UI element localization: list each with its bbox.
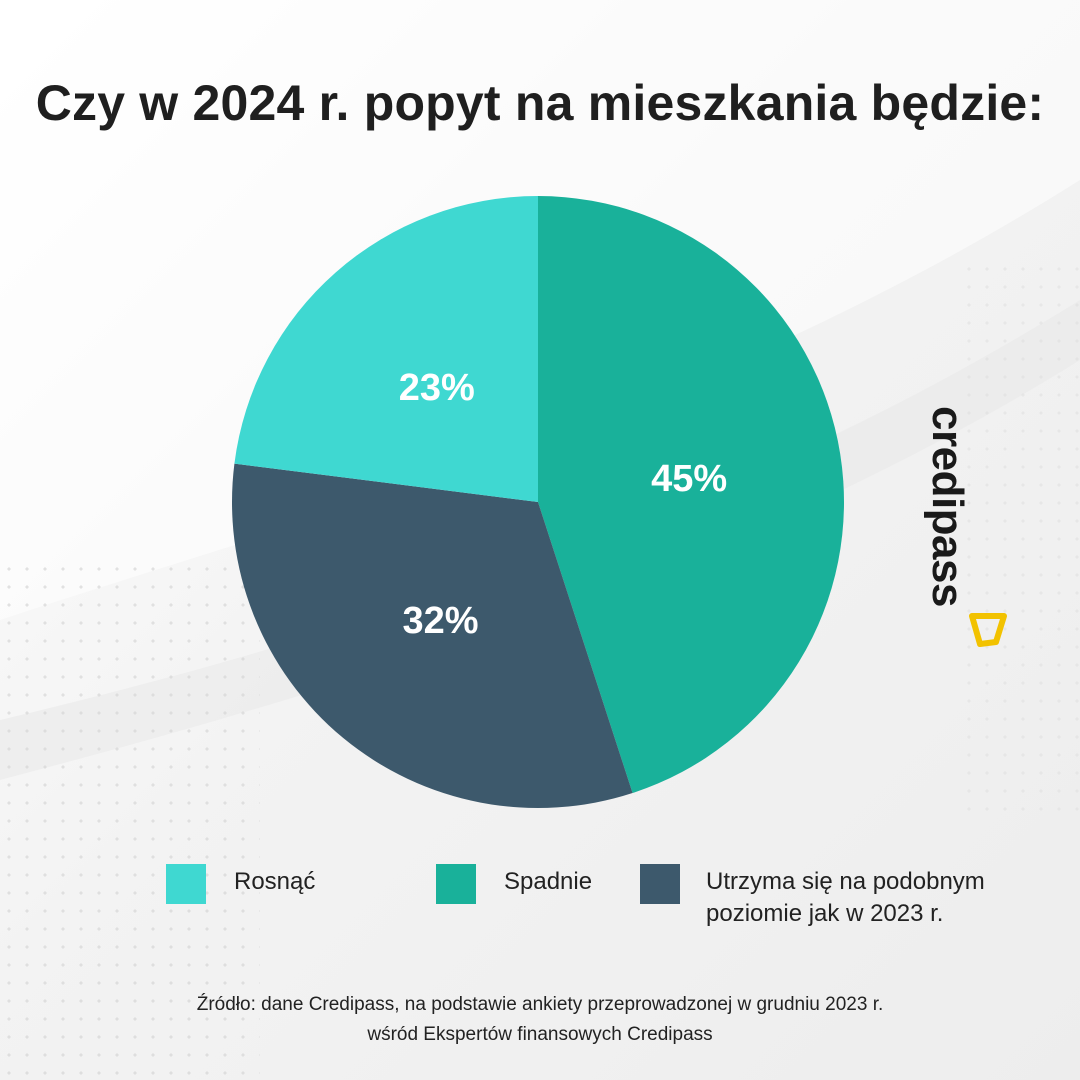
dot-pattern-left	[0, 560, 260, 1080]
legend-label-utrzyma-line1: Utrzyma się na podobnym	[706, 868, 985, 895]
legend-label-spadnie: Spadnie	[504, 868, 593, 895]
legend-item-spadnie: Spadnie	[436, 864, 592, 904]
legend: Rosnąć Spadnie Utrzyma się na podobnym p…	[0, 864, 1080, 954]
chart-title: Czy w 2024 r. popyt na mieszkania będzie…	[35, 75, 1045, 131]
legend-swatch-utrzyma	[640, 864, 680, 904]
slice-spadnie	[538, 196, 844, 794]
legend-swatch-rosnac	[166, 864, 206, 904]
legend-label-utrzyma: Utrzyma się na podobnym poziomie jak w 2…	[706, 866, 985, 930]
source-line-2: wśród Ekspertów finansowych Credipass	[367, 1024, 713, 1045]
slice-label-utrzyma: 32%	[402, 600, 478, 642]
slice-label-rosnac: 23%	[399, 367, 475, 409]
legend-item-rosnac: Rosnąć	[166, 864, 315, 904]
legend-item-utrzyma: Utrzyma się na podobnym poziomie jak w 2…	[640, 864, 985, 930]
legend-label-rosnac: Rosnąć	[234, 868, 316, 895]
slice-label-spadnie: 45%	[651, 458, 727, 500]
brand-name: credipass	[923, 406, 972, 607]
dot-pattern-right	[960, 260, 1080, 820]
legend-label-utrzyma-line2: poziomie jak w 2023 r.	[706, 900, 944, 927]
source-note: Źródło: dane Credipass, na podstawie ank…	[0, 990, 1080, 1050]
source-line-1: Źródło: dane Credipass, na podstawie ank…	[196, 994, 884, 1015]
slice-utrzyma	[232, 463, 633, 809]
legend-swatch-spadnie	[436, 864, 476, 904]
brand-mark-icon	[969, 613, 1007, 647]
slice-rosnac	[234, 196, 538, 502]
